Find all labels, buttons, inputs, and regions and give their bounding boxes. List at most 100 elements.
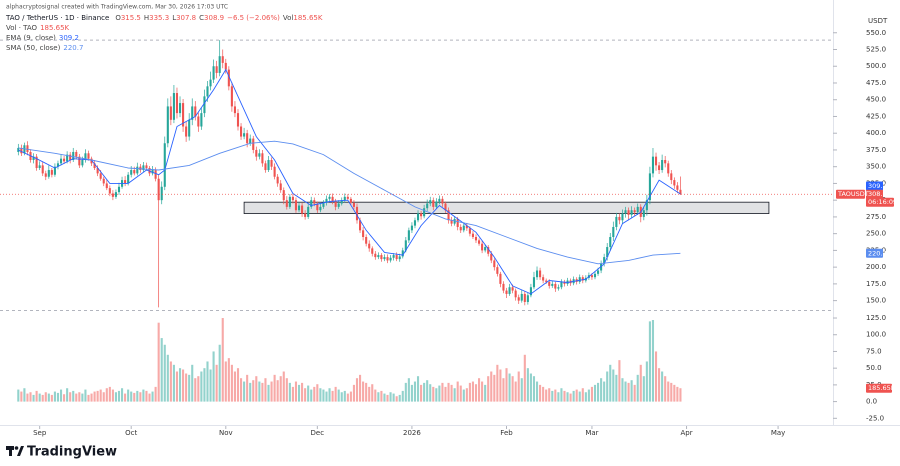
volume-bar bbox=[319, 388, 322, 402]
candle-body bbox=[130, 170, 133, 175]
volume-bar bbox=[667, 381, 670, 402]
candle-body bbox=[429, 200, 432, 204]
volume-bar bbox=[212, 351, 215, 402]
volume-bar bbox=[304, 388, 307, 402]
volume-bar bbox=[227, 358, 230, 402]
legend-line: EMA (9, close) 309.2 bbox=[6, 34, 79, 42]
volume-bar bbox=[609, 364, 612, 402]
volume-bar bbox=[639, 364, 642, 402]
candle-body bbox=[612, 226, 615, 238]
candle-body bbox=[456, 218, 459, 227]
volume-bar bbox=[84, 389, 87, 402]
volume-bar bbox=[261, 382, 264, 402]
candle-body bbox=[203, 96, 206, 114]
candle-body bbox=[282, 190, 285, 201]
y2-tick-label: 75.0 bbox=[866, 347, 882, 355]
ohlc-value: 335.3 bbox=[149, 14, 169, 22]
candle-body bbox=[410, 225, 413, 231]
candle-body bbox=[233, 106, 236, 114]
volume-bar bbox=[136, 390, 139, 402]
volume-bar bbox=[41, 394, 44, 402]
volume-bar bbox=[572, 390, 575, 402]
currency-label: USDT bbox=[868, 17, 888, 25]
volume-bar bbox=[612, 369, 615, 402]
volume-bar bbox=[389, 392, 392, 402]
candle-body bbox=[78, 156, 81, 166]
volume-bar bbox=[185, 373, 188, 402]
candle-body bbox=[523, 293, 526, 302]
candle-body bbox=[301, 205, 304, 214]
candle-body bbox=[487, 247, 490, 254]
volume-bar bbox=[114, 392, 117, 402]
volume-bar bbox=[243, 381, 246, 402]
candle-body bbox=[206, 86, 209, 97]
header: alphacryptosignal created with TradingVi… bbox=[6, 4, 228, 11]
candle-body bbox=[117, 186, 121, 193]
candle-body bbox=[236, 113, 240, 127]
volume-bar bbox=[554, 389, 557, 402]
candle-body bbox=[435, 201, 438, 207]
candle-body bbox=[468, 228, 471, 234]
volume-bar bbox=[29, 392, 32, 402]
candle-body bbox=[578, 277, 581, 282]
volume-bar bbox=[447, 382, 450, 402]
volume-bar bbox=[401, 390, 404, 402]
volume-bar bbox=[355, 378, 359, 402]
volume-bar bbox=[621, 378, 624, 402]
volume-bar bbox=[203, 368, 206, 402]
candle-body bbox=[621, 213, 624, 221]
candle-body bbox=[90, 158, 93, 164]
candle-body bbox=[264, 163, 267, 171]
volume-bar bbox=[478, 378, 481, 402]
candle-body bbox=[664, 159, 667, 164]
candle-body bbox=[185, 126, 188, 137]
volume-bar bbox=[313, 386, 316, 402]
volume-value: 185.65K bbox=[293, 14, 322, 22]
candle-body bbox=[423, 208, 426, 217]
y-tick-label: 425.0 bbox=[866, 112, 886, 120]
volume-bar bbox=[416, 376, 420, 402]
candle-body bbox=[432, 200, 435, 207]
candle-body bbox=[304, 213, 307, 217]
volume-bar bbox=[175, 371, 179, 402]
ema-tag: 309.2 bbox=[868, 182, 887, 190]
candle-body bbox=[447, 210, 450, 221]
volume-bar bbox=[53, 391, 56, 402]
candle-body bbox=[316, 203, 319, 211]
volume-bar bbox=[148, 393, 151, 402]
candle-body bbox=[609, 237, 612, 248]
volume-bar bbox=[420, 384, 423, 402]
candle-body bbox=[72, 151, 75, 160]
x-tick-label: Sep bbox=[33, 429, 47, 437]
logo-shape bbox=[9, 446, 12, 456]
candle-body bbox=[380, 255, 383, 260]
candle-body bbox=[47, 170, 50, 177]
volume-bar bbox=[615, 374, 618, 402]
candle-body bbox=[368, 243, 371, 249]
y2-tick-label: 100.0 bbox=[866, 331, 886, 339]
volume-bar bbox=[166, 354, 169, 402]
volume-bar bbox=[532, 376, 536, 402]
candle-body bbox=[343, 196, 346, 201]
candle-body bbox=[163, 143, 166, 187]
volume-bar bbox=[151, 391, 154, 402]
volume-bar bbox=[395, 396, 398, 402]
volume-bar bbox=[560, 388, 563, 402]
volume-bar bbox=[658, 368, 661, 402]
volume-bar bbox=[386, 394, 389, 402]
candle-body bbox=[502, 283, 505, 291]
candle-body bbox=[539, 270, 542, 278]
volume-bar bbox=[539, 384, 542, 402]
volume-bar bbox=[124, 393, 127, 402]
volume-bar bbox=[636, 374, 639, 402]
symbol-tag: TAOUSDT bbox=[837, 190, 869, 198]
candle-body bbox=[618, 216, 621, 221]
y-tick-label: 175.0 bbox=[866, 280, 886, 288]
volume-bar bbox=[105, 388, 108, 402]
volume-prefix: Vol bbox=[283, 14, 294, 22]
volume-bar bbox=[279, 376, 282, 402]
candle-body bbox=[340, 200, 343, 204]
volume-bar bbox=[59, 389, 63, 402]
volume-bar bbox=[471, 381, 474, 402]
